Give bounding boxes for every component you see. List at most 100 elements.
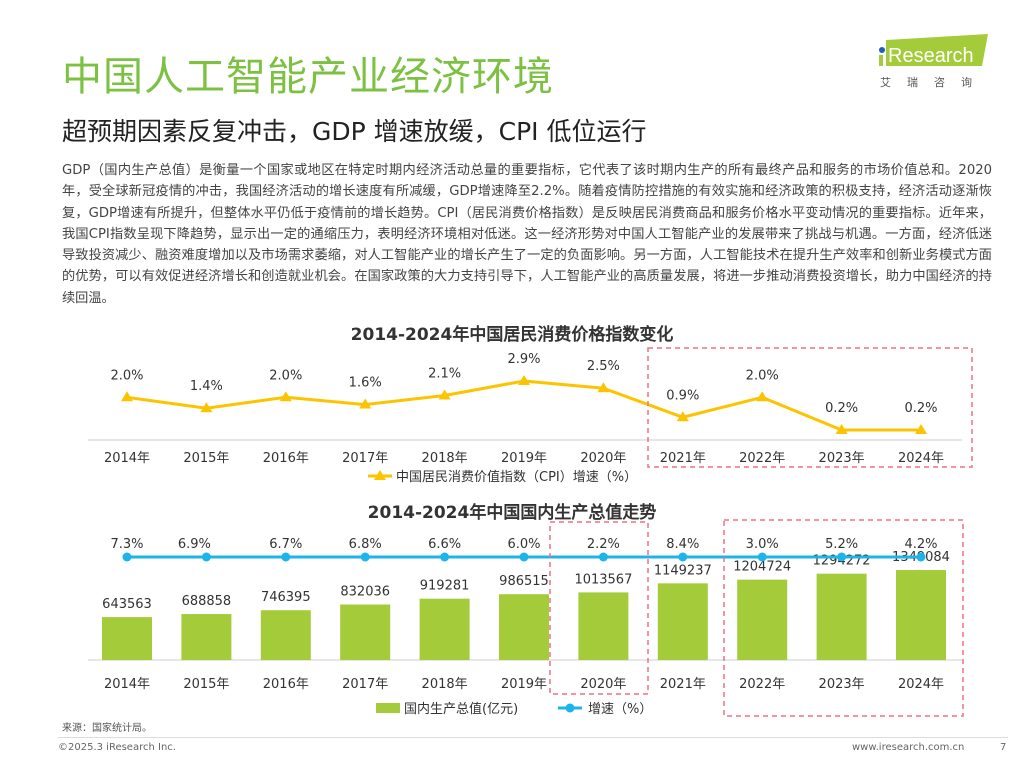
gdp-data-label: 1149237 bbox=[654, 563, 712, 578]
gdp-bar bbox=[260, 610, 311, 660]
gdp-x-tick: 2022年 bbox=[739, 677, 785, 692]
cpi-data-label: 2.1% bbox=[428, 366, 461, 381]
growth-legend-marker bbox=[565, 703, 575, 713]
gdp-bar bbox=[340, 604, 391, 660]
gdp-growth-label: 5.2% bbox=[825, 537, 858, 552]
gdp-highlight-box-2020 bbox=[549, 521, 649, 695]
gdp-bar bbox=[181, 614, 232, 660]
gdp-data-label: 1204724 bbox=[733, 560, 791, 575]
cpi-x-tick: 2023年 bbox=[819, 451, 865, 466]
gdp-growth-point bbox=[757, 552, 767, 562]
cpi-data-label: 1.6% bbox=[349, 376, 382, 391]
gdp-x-tick: 2018年 bbox=[422, 677, 468, 692]
gdp-growth-point bbox=[201, 552, 211, 562]
cpi-x-tick: 2016年 bbox=[263, 451, 309, 466]
gdp-growth-label: 8.4% bbox=[666, 537, 699, 552]
cpi-data-label: 0.9% bbox=[666, 388, 699, 403]
gdp-data-label: 919281 bbox=[420, 579, 470, 594]
gdp-data-label: 986515 bbox=[499, 574, 549, 589]
cpi-point bbox=[756, 391, 769, 402]
gdp-growth-label: 7.3% bbox=[110, 537, 143, 552]
gdp-growth-point bbox=[837, 552, 847, 562]
gdp-bar bbox=[102, 617, 152, 660]
gdp-data-label: 688858 bbox=[182, 594, 232, 609]
cpi-data-label: 2.0% bbox=[269, 368, 302, 383]
gdp-growth-label: 6.6% bbox=[428, 537, 461, 552]
cpi-x-tick: 2020年 bbox=[580, 451, 626, 466]
gdp-bar bbox=[737, 579, 788, 660]
cpi-point bbox=[676, 411, 689, 422]
cpi-x-tick: 2018年 bbox=[422, 451, 468, 466]
cpi-data-label: 0.2% bbox=[904, 401, 937, 416]
gdp-bar bbox=[499, 594, 549, 660]
gdp-highlight-box-2022-2024 bbox=[723, 519, 964, 717]
gdp-x-tick: 2015年 bbox=[183, 677, 229, 692]
gdp-growth-point bbox=[360, 552, 370, 562]
cpi-legend-marker bbox=[374, 470, 386, 480]
cpi-point bbox=[835, 423, 848, 434]
gdp-x-tick: 2021年 bbox=[660, 677, 706, 692]
cpi-x-tick: 2022年 bbox=[739, 451, 785, 466]
cpi-chart-title: 2014-2024年中国居民消费价格指数变化 bbox=[350, 325, 674, 345]
cpi-data-label: 1.4% bbox=[190, 379, 223, 394]
gdp-data-label: 746395 bbox=[261, 590, 311, 605]
cpi-x-tick: 2015年 bbox=[183, 451, 229, 466]
gdp-x-tick: 2020年 bbox=[580, 677, 626, 692]
page-number: 7 bbox=[1000, 742, 1007, 753]
gdp-x-tick: 2017年 bbox=[342, 677, 388, 692]
cpi-line bbox=[126, 379, 921, 432]
gdp-data-label: 643563 bbox=[102, 597, 152, 612]
source-note: 来源：国家统计局。 bbox=[62, 723, 152, 734]
gdp-growth-point bbox=[281, 552, 291, 562]
svg-text:艾瑞咨询: 艾瑞咨询 bbox=[880, 75, 988, 89]
gdp-bar bbox=[896, 570, 946, 660]
intro-paragraph: GDP（国内生产总值）是衡量一个国家或地区在特定时期内经济活动总量的重要指标，它… bbox=[62, 163, 992, 306]
cpi-point bbox=[915, 423, 927, 434]
cpi-highlight-box bbox=[647, 347, 973, 468]
cpi-point bbox=[121, 391, 133, 402]
gdp-growth-point bbox=[916, 552, 926, 562]
gdp-growth-label: 6.7% bbox=[269, 537, 302, 552]
gdp-growth-label: 2.2% bbox=[587, 537, 620, 552]
gdp-data-label: 832036 bbox=[340, 585, 390, 600]
gdp-x-tick: 2016年 bbox=[263, 677, 309, 692]
footer-divider bbox=[58, 737, 1008, 738]
cpi-x-tick: 2019年 bbox=[501, 451, 547, 466]
gdp-x-tick: 2014年 bbox=[104, 677, 150, 692]
gdp-growth-label: 4.2% bbox=[904, 537, 937, 552]
iresearch-logo: Research 艾瑞咨询 bbox=[876, 30, 996, 90]
gdp-legend-label: 国内生产总值(亿元) bbox=[404, 701, 518, 717]
gdp-x-tick: 2019年 bbox=[501, 677, 547, 692]
growth-legend-label: 增速（%） bbox=[588, 702, 652, 717]
cpi-x-tick: 2024年 bbox=[898, 451, 944, 466]
gdp-chart-title: 2014-2024年中国国内生产总值走势 bbox=[367, 503, 657, 523]
cpi-x-tick: 2021年 bbox=[660, 451, 706, 466]
cpi-point bbox=[438, 389, 451, 400]
gdp-growth-point bbox=[678, 552, 688, 562]
svg-text:Research: Research bbox=[888, 45, 974, 67]
gdp-data-label: 1013567 bbox=[574, 572, 632, 587]
page-title: 中国人工智能产业经济环境 bbox=[62, 54, 554, 100]
gdp-growth-label: 3.0% bbox=[746, 537, 779, 552]
cpi-x-tick: 2017年 bbox=[342, 451, 388, 466]
cpi-data-label: 2.0% bbox=[110, 368, 143, 383]
cpi-x-tick: 2014年 bbox=[104, 451, 150, 466]
gdp-growth-point bbox=[122, 552, 132, 562]
gdp-bar bbox=[657, 583, 708, 660]
gdp-bar bbox=[816, 573, 867, 660]
gdp-growth-label: 6.9% bbox=[178, 537, 211, 552]
gdp-growth-label: 6.0% bbox=[507, 537, 540, 552]
gdp-growth-point bbox=[440, 552, 450, 562]
cpi-point bbox=[359, 398, 372, 409]
copyright: ©2025.3 iResearch Inc. bbox=[58, 742, 176, 753]
cpi-data-label: 0.2% bbox=[825, 401, 858, 416]
gdp-x-tick: 2024年 bbox=[898, 677, 944, 692]
gdp-growth-label: 6.8% bbox=[349, 537, 382, 552]
cpi-data-label: 2.5% bbox=[587, 359, 620, 374]
website-link[interactable]: www.iresearch.com.cn bbox=[852, 742, 965, 753]
page-subtitle: 超预期因素反复冲击，GDP 增速放缓，CPI 低位运行 bbox=[62, 117, 647, 146]
gdp-growth-point bbox=[598, 552, 608, 562]
cpi-data-label: 2.9% bbox=[507, 352, 540, 367]
cpi-data-label: 2.0% bbox=[746, 368, 779, 383]
